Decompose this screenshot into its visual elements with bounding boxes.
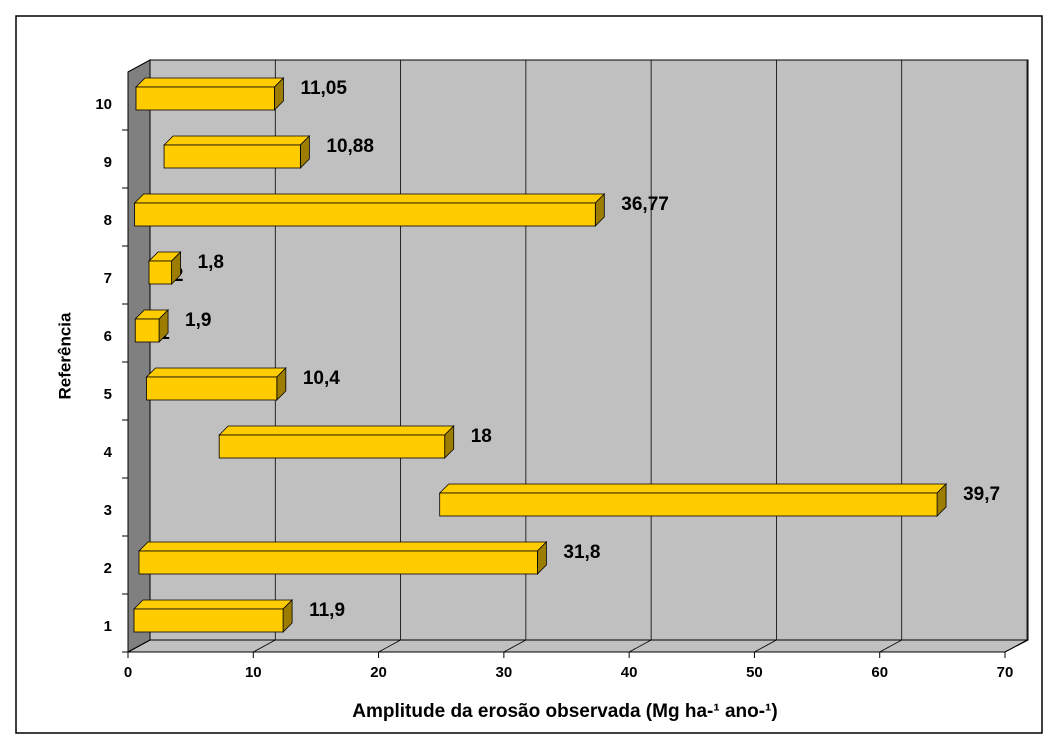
x-tick-label: 70	[997, 664, 1014, 681]
bar-top	[135, 77, 285, 88]
floor-grid-line	[754, 639, 777, 653]
bar	[439, 492, 938, 517]
x-tick-label: 40	[621, 664, 638, 681]
value-label: 10,4	[303, 368, 340, 389]
floor-grid-line	[378, 639, 401, 653]
y-tick-label: 10	[95, 96, 112, 113]
floor-grid-line	[1004, 639, 1028, 653]
y-tick-label: 9	[104, 154, 112, 171]
y-tick-label: 4	[104, 444, 113, 461]
bar-top	[218, 425, 455, 436]
bar	[135, 86, 275, 111]
floor-grid-line	[628, 639, 652, 653]
value-label: 11,9	[309, 600, 345, 621]
x-tick-label: 10	[245, 664, 262, 681]
x-tick-label: 30	[496, 664, 513, 681]
bar	[218, 434, 446, 459]
bar-top	[133, 193, 606, 204]
value-label: 36,77	[621, 194, 669, 215]
floor-grid-line	[503, 639, 527, 653]
x-tick-label: 0	[124, 664, 132, 681]
bar	[134, 318, 160, 343]
x-tick-label: 50	[746, 664, 763, 681]
y-tick-label: 1	[104, 618, 112, 635]
value-label: 1,8	[198, 252, 224, 273]
y-axis-title: Referência	[55, 312, 74, 399]
bar	[146, 376, 278, 401]
bar	[148, 260, 172, 285]
bar	[134, 202, 596, 227]
floor	[127, 639, 1029, 653]
value-label: 1,9	[185, 310, 211, 331]
x-tick-label: 60	[871, 664, 888, 681]
bar-top	[438, 483, 948, 494]
bar-top	[163, 135, 311, 146]
bar	[163, 144, 301, 169]
bar-top	[145, 367, 287, 378]
x-tick-label: 20	[370, 664, 387, 681]
bar	[133, 608, 284, 633]
floor-grid-line	[879, 639, 902, 653]
y-tick-label: 3	[104, 502, 112, 519]
value-label: 31,8	[563, 542, 600, 563]
value-label: 11,05	[300, 78, 347, 99]
y-tick-label: 2	[104, 560, 112, 577]
y-tick-label: 8	[104, 212, 112, 229]
value-label: 18	[471, 426, 492, 447]
y-tick-label: 6	[104, 328, 112, 345]
bar	[138, 550, 538, 575]
y-tick-label: 7	[104, 270, 112, 287]
value-label: 39,7	[963, 484, 1000, 505]
bar-top	[133, 599, 294, 610]
floor-grid-line	[253, 639, 276, 653]
x-axis-title: Amplitude da erosão observada (Mg ha-¹ a…	[352, 701, 777, 722]
value-label: 10,88	[326, 136, 374, 157]
y-tick-label: 5	[104, 386, 112, 403]
bar-top	[138, 541, 548, 552]
floor-grid-line	[127, 639, 151, 653]
